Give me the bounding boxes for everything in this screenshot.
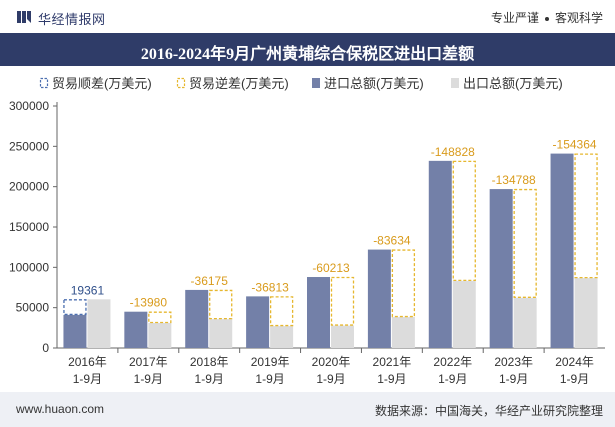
export-bar xyxy=(148,322,172,348)
legend-swatch-deficit xyxy=(176,77,186,89)
motto-left: 专业严谨 xyxy=(490,11,539,25)
footer: www.huaon.com 数据来源：中国海关，华经产业研究院整理 xyxy=(0,392,615,427)
x-tick-label-period: 1-9月 xyxy=(560,372,589,386)
trade-surplus-box xyxy=(63,299,87,316)
trade-deficit-box xyxy=(330,276,355,326)
page-title: 2016-2024年9月广州黄埔综合保税区进出口差额 xyxy=(140,46,475,63)
balance-label: -83634 xyxy=(373,234,411,248)
y-tick-label: 250000 xyxy=(9,139,49,153)
balance-label: -13980 xyxy=(130,296,168,310)
balance-label: -154364 xyxy=(553,138,597,152)
balance-label: -148828 xyxy=(431,145,475,159)
import-bar xyxy=(489,189,513,348)
x-tick-label-year: 2017年 xyxy=(129,355,168,369)
x-tick-label-year: 2018年 xyxy=(190,355,229,369)
trade-deficit-box xyxy=(452,160,476,282)
x-tick-label-year: 2016年 xyxy=(68,355,107,369)
import-bar xyxy=(428,160,452,348)
x-tick-label-period: 1-9月 xyxy=(255,372,284,386)
balance-label: 19361 xyxy=(71,283,105,297)
import-bar xyxy=(124,311,148,348)
y-tick-label: 50000 xyxy=(16,301,50,315)
x-tick-label-period: 1-9月 xyxy=(499,372,528,386)
balance-label: -36813 xyxy=(251,280,289,294)
legend-label-surplus: 贸易顺差(万美元) xyxy=(52,76,152,91)
legend-swatch-import xyxy=(312,78,320,88)
legend-label-deficit: 贸易逆差(万美元) xyxy=(189,76,289,91)
y-tick-label: 100000 xyxy=(9,260,49,274)
export-bar xyxy=(391,317,415,348)
trade-deficit-box xyxy=(209,289,233,320)
x-tick-label-period: 1-9月 xyxy=(316,372,345,386)
trade-balance-chart: 0 50000 100000 150000 200000 250000 300000贸易顺差… xyxy=(9,76,605,386)
import-bar xyxy=(367,249,391,348)
balance-label: -60213 xyxy=(312,261,350,275)
legend-swatch-export xyxy=(451,78,459,88)
footer-url[interactable]: www.huaon.com xyxy=(16,402,105,416)
export-bar xyxy=(209,319,233,348)
balance-label: -134788 xyxy=(492,173,536,187)
import-bar xyxy=(246,296,270,348)
balance-label: -36175 xyxy=(191,274,229,288)
x-tick-label-year: 2020年 xyxy=(312,355,351,369)
x-tick-label-year: 2021年 xyxy=(373,355,412,369)
y-tick-label: 300000 xyxy=(9,99,49,113)
legend-label-export: 出口总额(万美元) xyxy=(463,76,563,91)
import-bar xyxy=(550,153,574,348)
trade-deficit-box xyxy=(574,153,598,279)
data-source: 数据来源：中国海关，华经产业研究院整理 xyxy=(374,404,603,418)
y-tick-label: 150000 xyxy=(9,220,49,234)
x-tick-label-period: 1-9月 xyxy=(438,372,467,386)
export-bar xyxy=(331,325,354,348)
x-tick-label-year: 2019年 xyxy=(251,355,290,369)
legend-label-import: 进口总额(万美元) xyxy=(324,76,424,91)
export-bar xyxy=(574,278,598,348)
x-tick-label-year: 2022年 xyxy=(433,355,472,369)
x-tick-label-period: 1-9月 xyxy=(377,372,406,386)
motto: 专业严谨 客观科学 xyxy=(491,9,603,26)
import-bar xyxy=(185,289,209,348)
motto-separator-icon xyxy=(544,16,549,21)
legend-swatch-surplus xyxy=(39,77,49,89)
top-bar: 华经情报网 专业严谨 客观科学 xyxy=(0,0,615,33)
brand-name: 华经情报网 xyxy=(38,12,106,27)
export-bar xyxy=(87,299,111,348)
y-tick-label: 0 xyxy=(42,341,49,355)
import-bar xyxy=(63,314,87,348)
y-tick-label: 200000 xyxy=(9,180,49,194)
huajing-logo-icon xyxy=(17,11,31,23)
export-bar xyxy=(452,280,476,348)
x-tick-label-period: 1-9月 xyxy=(195,372,224,386)
x-tick-label-period: 1-9月 xyxy=(73,372,102,386)
x-tick-label-period: 1-9月 xyxy=(134,372,163,386)
import-bar xyxy=(307,277,330,348)
motto-right: 客观科学 xyxy=(554,11,603,25)
trade-deficit-box xyxy=(513,188,537,298)
export-bar xyxy=(270,326,294,348)
title-bar: 2016-2024年9月广州黄埔综合保税区进出口差额 xyxy=(0,33,615,66)
x-tick-label-year: 2023年 xyxy=(494,355,533,369)
export-bar xyxy=(513,297,537,348)
trade-deficit-box xyxy=(148,311,172,324)
trade-deficit-box xyxy=(391,249,416,318)
trade-deficit-box xyxy=(269,296,294,327)
x-tick-label-year: 2024年 xyxy=(555,355,594,369)
